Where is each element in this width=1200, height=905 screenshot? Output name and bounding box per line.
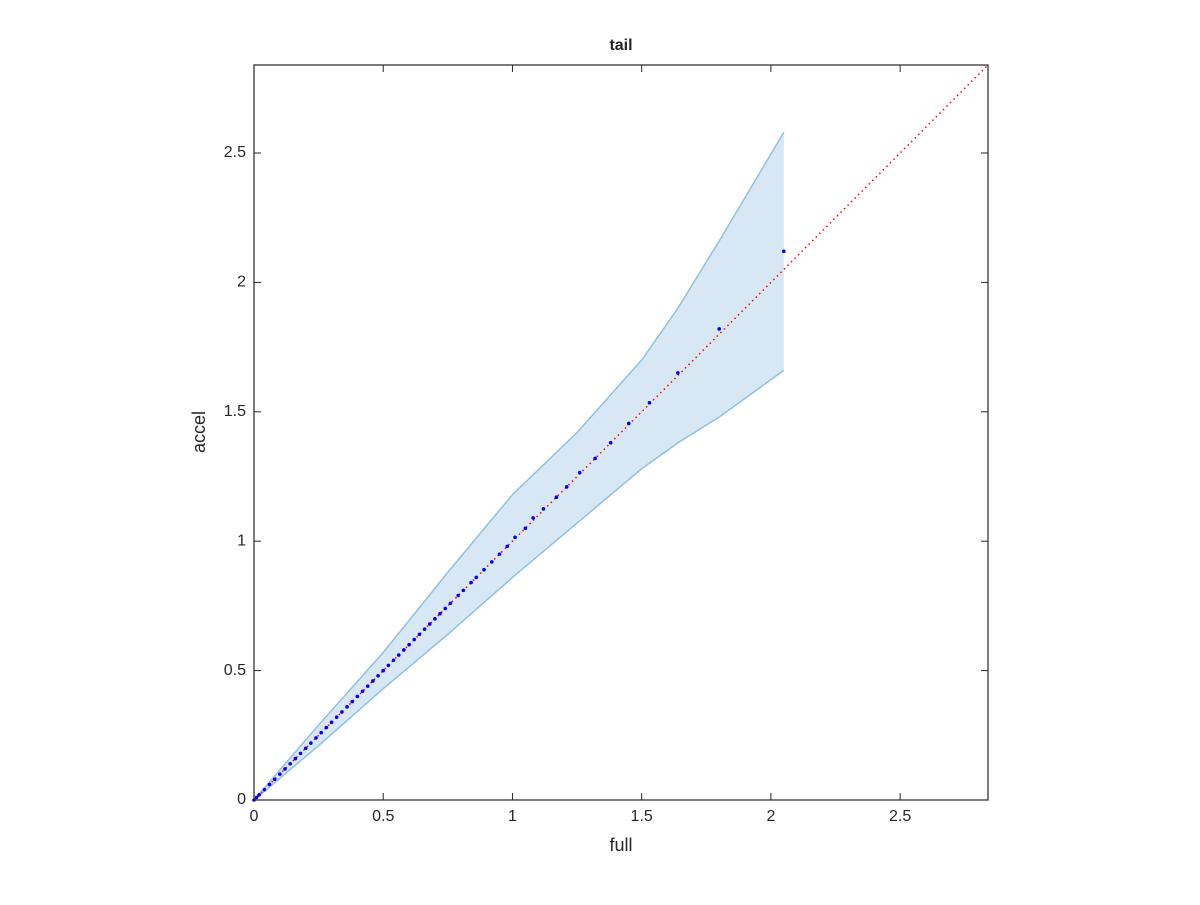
point bbox=[402, 648, 406, 652]
point bbox=[407, 642, 411, 647]
point bbox=[371, 679, 375, 683]
point bbox=[474, 575, 479, 580]
point bbox=[593, 456, 597, 461]
y-tick-label: 2 bbox=[237, 274, 246, 291]
point bbox=[608, 441, 613, 445]
point bbox=[257, 793, 261, 797]
point bbox=[554, 495, 559, 500]
point bbox=[329, 720, 334, 725]
point bbox=[272, 777, 277, 782]
y-tick-label: 0.5 bbox=[224, 662, 246, 679]
y-axis-label: accel bbox=[189, 411, 209, 453]
point bbox=[396, 653, 401, 657]
point bbox=[288, 761, 292, 766]
x-tick-label: 2.5 bbox=[889, 808, 911, 825]
band-upper bbox=[253, 131, 785, 801]
point bbox=[577, 470, 582, 475]
point bbox=[319, 730, 323, 735]
point bbox=[355, 694, 360, 699]
point bbox=[381, 668, 386, 673]
point bbox=[360, 689, 365, 694]
point bbox=[345, 705, 349, 709]
band-lower bbox=[253, 369, 785, 801]
point bbox=[531, 516, 535, 520]
point bbox=[412, 637, 417, 642]
point bbox=[340, 710, 344, 714]
point bbox=[334, 715, 339, 719]
point bbox=[456, 593, 460, 598]
point bbox=[717, 327, 722, 331]
point bbox=[505, 544, 510, 549]
x-axis-label: full bbox=[609, 835, 632, 855]
point bbox=[523, 526, 528, 531]
point bbox=[626, 421, 631, 426]
point bbox=[350, 699, 355, 704]
point bbox=[422, 627, 427, 631]
point bbox=[278, 772, 282, 776]
axes-box bbox=[253, 64, 989, 801]
point bbox=[303, 746, 308, 751]
point bbox=[489, 560, 494, 564]
x-tick-label: 1 bbox=[508, 808, 517, 825]
chart-title: tail bbox=[609, 37, 632, 54]
point bbox=[564, 485, 569, 489]
point bbox=[438, 611, 442, 616]
x-tick-label: 2 bbox=[766, 808, 775, 825]
confidence-band bbox=[254, 132, 784, 801]
point bbox=[443, 606, 448, 611]
point bbox=[324, 725, 329, 730]
x-tick-label: 0.5 bbox=[372, 808, 394, 825]
x-tick-label: 0 bbox=[250, 808, 259, 825]
point bbox=[433, 617, 437, 621]
point bbox=[461, 588, 466, 593]
y-tick-label: 2.5 bbox=[224, 144, 246, 161]
reference-line bbox=[253, 64, 989, 801]
point bbox=[254, 795, 259, 800]
point bbox=[647, 400, 652, 405]
point bbox=[427, 622, 432, 626]
point bbox=[365, 684, 370, 688]
point bbox=[386, 663, 391, 668]
y-tick-label: 0 bbox=[237, 791, 246, 808]
point bbox=[513, 535, 517, 540]
point bbox=[391, 658, 396, 663]
point bbox=[262, 787, 267, 792]
point bbox=[497, 552, 502, 556]
point bbox=[283, 767, 287, 771]
point bbox=[676, 371, 680, 375]
point bbox=[298, 751, 303, 756]
y-tick-label: 1.5 bbox=[224, 403, 246, 420]
point bbox=[782, 249, 786, 254]
point bbox=[293, 756, 298, 761]
point bbox=[309, 741, 313, 745]
point bbox=[267, 782, 272, 787]
point bbox=[448, 601, 453, 606]
point bbox=[314, 736, 318, 740]
point bbox=[469, 580, 473, 585]
point bbox=[376, 673, 380, 678]
x-tick-label: 1.5 bbox=[631, 808, 653, 825]
point bbox=[482, 567, 486, 572]
point bbox=[541, 507, 546, 511]
point bbox=[417, 632, 422, 637]
y-tick-label: 1 bbox=[237, 532, 246, 549]
